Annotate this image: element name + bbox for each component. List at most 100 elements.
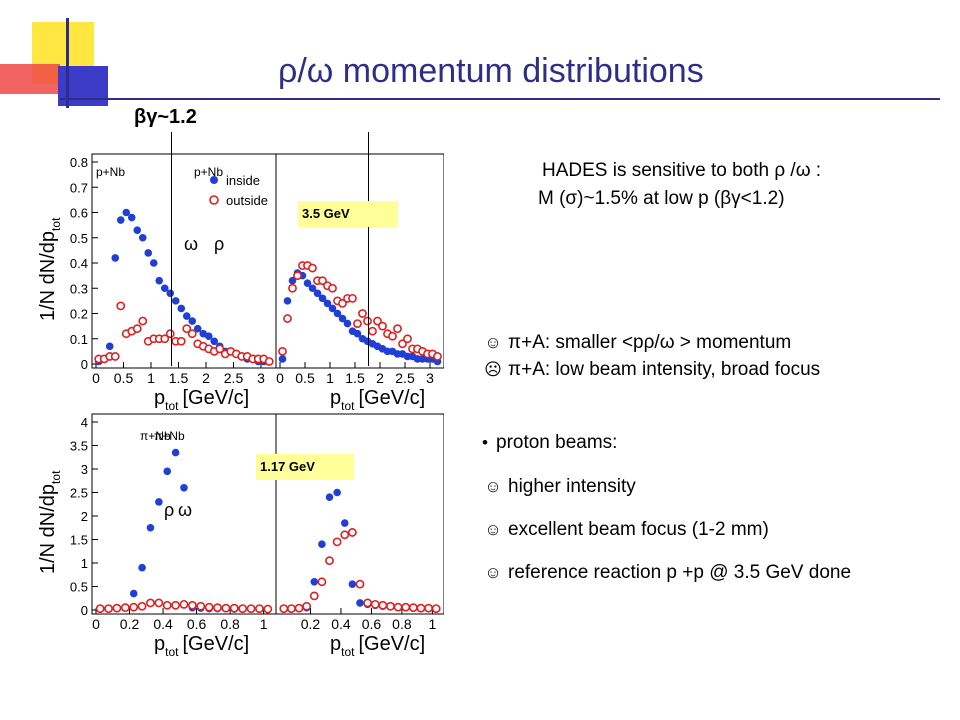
title-vertical-rule [66,18,69,108]
data-point-outside [283,314,292,323]
data-point-inside [338,314,347,323]
proton-item-2: ☺ excellent beam focus (1-2 mm) [484,519,769,541]
x-axis-label-sub: tot [165,645,179,659]
data-point-outside [264,357,274,366]
y-tick-label: 0.2 [70,307,88,322]
data-point-outside [433,352,442,361]
data-point-outside [204,602,214,612]
data-point-outside [279,604,289,613]
data-point-inside [333,488,341,497]
x-tick-label: 0.2 [301,616,321,632]
data-point-outside [317,577,327,587]
data-point-outside [116,301,126,311]
data-point-inside [129,589,138,598]
x-tick-label: 0 [92,616,100,632]
data-point-inside [133,226,142,234]
data-point-outside [398,339,407,349]
y-tick-label: 0.4 [70,256,88,271]
proton-item-text: higher intensity [508,476,636,497]
data-point-inside [163,467,172,476]
energy-label-top: 3.5 GeV [298,201,398,227]
y-tick-label: 1 [81,556,88,571]
data-point-inside [323,299,332,308]
data-point-inside [318,540,326,548]
data-point-outside [373,316,382,326]
x-tick-label: 0.2 [120,616,140,632]
x-axis-label-sub: tot [341,645,355,659]
data-point-outside [416,603,426,613]
data-point-outside [318,276,327,286]
x-tick-label: 2.5 [395,370,415,386]
x-tick-label: 1 [260,616,268,632]
y-tick-label: 0.6 [70,206,88,221]
bg-marker-line-right [368,132,369,366]
x-axis-label: ptot [GeV/c] [330,633,425,659]
data-point-outside [370,599,380,609]
thumbs-up-icon: ☺ [484,477,502,496]
data-point-inside [155,498,163,506]
legend-label-inside: inside [226,173,260,188]
data-point-inside [182,312,191,320]
data-point-outside [229,603,239,613]
y-tick-label: 0 [81,357,88,372]
data-point-outside [386,601,395,611]
proton-head-item: • proton beams: [480,432,617,454]
y-tick-label: 0.5 [70,231,88,246]
data-point-outside [187,600,197,610]
pion-pro-text: π+A: smaller <pρ/ω > momentum [508,332,792,353]
x-axis-label: ptot [GeV/c] [154,387,249,413]
data-point-inside [308,284,317,293]
data-point-inside [171,448,180,457]
data-point-outside [160,334,170,344]
data-point-outside [263,604,273,614]
data-point-outside [138,316,148,326]
legend-marker-inside [210,176,218,184]
data-point-outside [182,324,192,334]
data-point-outside [358,309,367,318]
panel-meson-label: ω [184,234,198,254]
thumbs-up-icon: ☺ [484,333,502,352]
data-point-outside [294,603,304,613]
panel-meson-label: ω [178,500,192,520]
x-tick-label: 2 [376,370,384,386]
info-line-2: M (σ)~1.5% at low p (βγ<1.2) [538,188,785,209]
panel-meson-label: ρ [214,234,224,254]
proton-item-text: excellent beam focus (1-2 mm) [508,519,769,540]
x-axis-label-unit: [GeV/c] [182,633,249,655]
chart-panel-piNb-rho [91,413,277,615]
data-point-inside [138,563,146,572]
x-axis-label-sub: tot [165,399,179,413]
data-point-outside [308,263,317,273]
data-point-outside [393,602,403,612]
y-tick-label: 1.5 [70,533,88,548]
chart-grid: 0 0.5 1 1.5 2 2.5 3 0 0.1 0.2 0.3 0.4 0.5 0.6 0.7 0.8 p+… [36,140,445,688]
data-point-outside [162,600,172,610]
y-tick-label: 3.5 [70,439,88,454]
data-point-inside [127,213,136,222]
x-tick-label: 3 [426,370,434,386]
data-point-outside [293,271,302,281]
data-point-inside [310,578,319,586]
data-point-outside [129,602,139,612]
y-tick-label: 4 [81,415,88,430]
data-point-inside [188,317,197,325]
y-axis-label-sub: tot [49,470,63,484]
data-point-outside [95,604,105,613]
x-tick-label: 0 [276,370,284,386]
data-point-inside [283,297,292,305]
data-point-outside [393,324,402,334]
data-point-inside [278,355,287,363]
data-point-inside [343,319,352,328]
title-horizontal-rule [60,98,940,100]
data-point-inside [105,342,114,351]
x-tick-label: 0.8 [220,616,240,632]
data-point-outside [287,604,296,613]
data-point-outside [338,298,347,308]
y-tick-label: 0.8 [70,155,88,170]
x-tick-label: 0.4 [331,616,351,632]
data-point-inside [193,324,202,333]
y-tick-label: 2 [81,509,88,524]
data-point-inside [166,289,175,298]
x-tick-label: 0.8 [392,616,412,632]
data-point-outside [278,346,287,356]
